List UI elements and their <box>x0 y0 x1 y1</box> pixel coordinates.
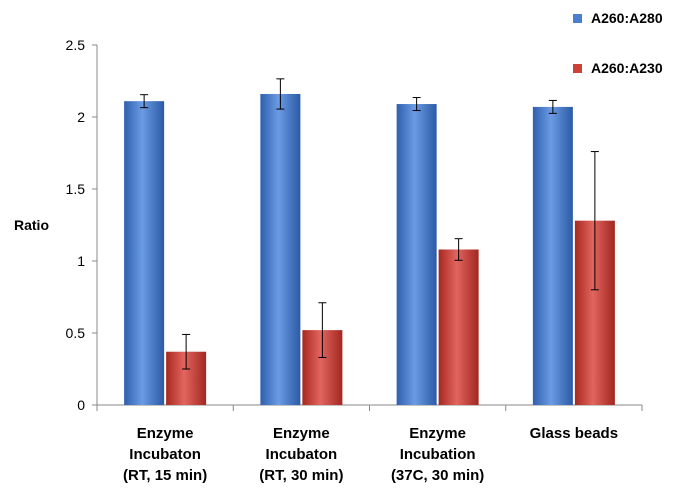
x-tick-label-line: (RT, 15 min) <box>123 467 207 484</box>
x-tick-labels: Enzyme Incubaton (RT, 15 min) Enzyme Incubat… <box>123 425 618 484</box>
x-tick-label-line: Enzyme <box>273 425 330 442</box>
y-tick-label: 2.5 <box>66 37 86 53</box>
legend-label: A260:A230 <box>591 60 663 76</box>
x-tick-label-line: Incubaton <box>266 446 338 463</box>
y-tick-label: 0 <box>77 397 85 413</box>
x-tick-label-line: (37C, 30 min) <box>391 467 484 484</box>
x-tick-label: Enzyme Incubaton (RT, 30 min) <box>259 425 343 484</box>
legend-swatch <box>573 14 582 23</box>
x-tick-label-line: Enzyme <box>137 425 194 442</box>
y-tick-label: 1.5 <box>66 181 86 197</box>
x-tick-label: Enzyme Incubation (37C, 30 min) <box>391 425 484 484</box>
bar-a260-a280 <box>396 104 437 405</box>
x-tick-label-line: Glass beads <box>530 425 618 442</box>
y-axis-label: Ratio <box>14 217 49 233</box>
bar-a260-a280 <box>124 101 165 405</box>
y-axis: 0 0.5 1 1.5 2 2.5 <box>66 37 98 413</box>
x-tick-label-line: Incubation <box>400 446 476 463</box>
y-tick-label: 1 <box>77 253 85 269</box>
x-tick-label: Glass beads <box>530 425 618 442</box>
x-tick-label-line: Enzyme <box>409 425 466 442</box>
y-tick-label: 2 <box>77 109 85 125</box>
legend: A260:A280 A260:A230 <box>573 10 663 76</box>
legend-label: A260:A280 <box>591 10 663 26</box>
x-tick-label-line: (RT, 30 min) <box>259 467 343 484</box>
x-tick-label: Enzyme Incubaton (RT, 15 min) <box>123 425 207 484</box>
bar-a260-a280 <box>260 93 301 406</box>
x-tick-label-line: Incubaton <box>129 446 201 463</box>
y-tick-label: 0.5 <box>66 325 86 341</box>
bar-a260-a230 <box>438 249 479 405</box>
bars-group <box>124 78 615 406</box>
legend-swatch <box>573 64 582 73</box>
x-axis <box>96 404 643 411</box>
bar-a260-a280 <box>532 106 573 406</box>
